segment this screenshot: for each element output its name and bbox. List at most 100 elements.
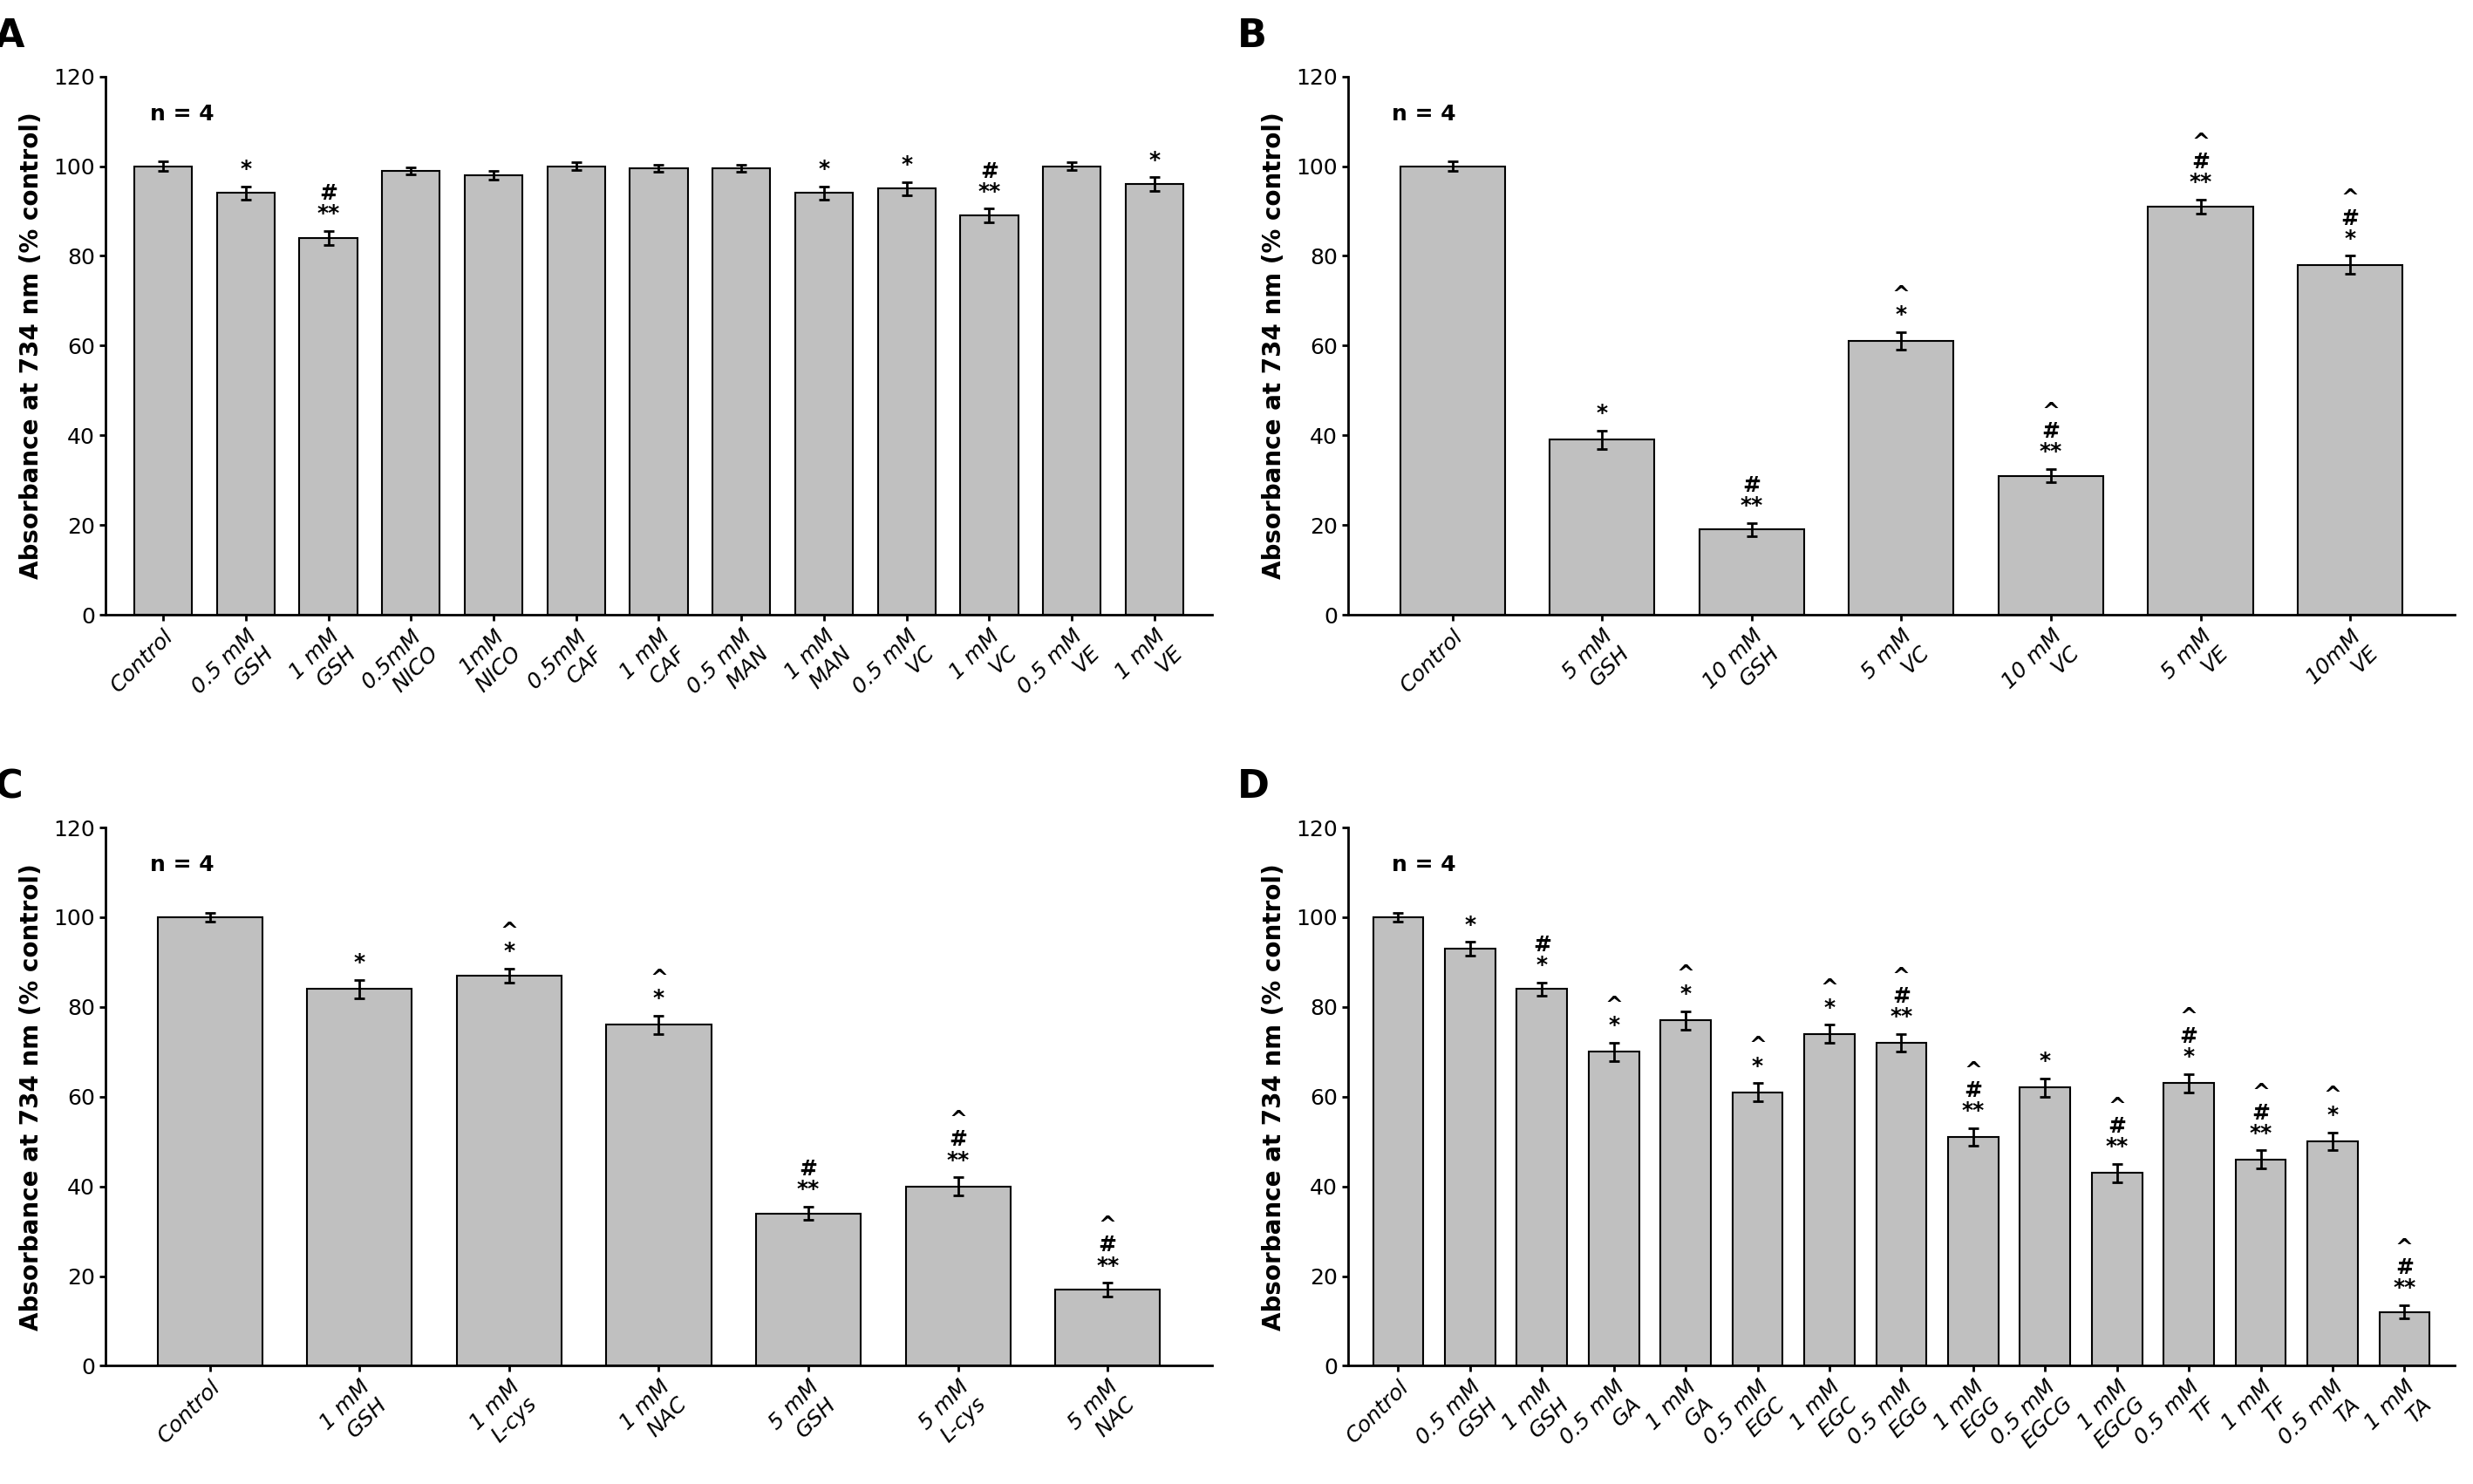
Bar bbox=[1877, 1043, 1926, 1365]
Bar bbox=[1805, 1034, 1855, 1365]
Text: #: # bbox=[2191, 151, 2211, 172]
Text: #: # bbox=[2396, 1257, 2414, 1278]
Bar bbox=[2164, 1083, 2213, 1365]
Text: #: # bbox=[1964, 1080, 1983, 1101]
Text: #: # bbox=[319, 184, 336, 205]
Text: **: ** bbox=[1961, 1101, 1986, 1122]
Text: B: B bbox=[1236, 18, 1266, 55]
Bar bbox=[1400, 166, 1506, 614]
Bar bbox=[1551, 439, 1654, 614]
Bar bbox=[299, 237, 356, 614]
Bar bbox=[218, 193, 275, 614]
Bar bbox=[960, 215, 1019, 614]
Text: **: ** bbox=[2394, 1278, 2416, 1298]
Bar bbox=[1949, 1137, 1998, 1365]
Bar bbox=[307, 988, 413, 1365]
Bar bbox=[905, 1186, 1011, 1365]
Text: #: # bbox=[1892, 985, 1912, 1008]
Bar bbox=[631, 168, 687, 614]
Y-axis label: Absorbance at 734 nm (% control): Absorbance at 734 nm (% control) bbox=[20, 111, 45, 579]
Text: *: * bbox=[2040, 1051, 2050, 1071]
Text: C: C bbox=[0, 769, 22, 806]
Text: *: * bbox=[1679, 984, 1692, 1005]
Text: #: # bbox=[979, 160, 999, 183]
Text: **: ** bbox=[2040, 441, 2062, 462]
Text: A: A bbox=[0, 18, 25, 55]
Bar bbox=[1588, 1052, 1640, 1365]
Text: #: # bbox=[1098, 1235, 1118, 1255]
Text: ^: ^ bbox=[1892, 966, 1912, 987]
Bar bbox=[1734, 1092, 1783, 1365]
Text: n = 4: n = 4 bbox=[1392, 104, 1457, 125]
Bar bbox=[1056, 1290, 1160, 1365]
Text: #: # bbox=[2342, 208, 2359, 229]
Bar bbox=[2307, 1141, 2357, 1365]
Text: **: ** bbox=[2105, 1137, 2129, 1158]
Bar bbox=[1998, 476, 2105, 614]
Bar bbox=[381, 171, 440, 614]
Bar bbox=[757, 1214, 861, 1365]
Text: #: # bbox=[2107, 1116, 2127, 1137]
Text: *: * bbox=[1598, 404, 1607, 424]
Y-axis label: Absorbance at 734 nm (% control): Absorbance at 734 nm (% control) bbox=[1261, 111, 1286, 579]
Bar bbox=[1699, 530, 1805, 614]
Text: **: ** bbox=[1889, 1006, 1912, 1027]
Text: **: ** bbox=[977, 181, 1002, 202]
Text: ^: ^ bbox=[2396, 1238, 2414, 1258]
Text: **: ** bbox=[1096, 1255, 1118, 1276]
Text: #: # bbox=[799, 1159, 819, 1180]
Bar bbox=[547, 166, 606, 614]
Text: *: * bbox=[900, 154, 913, 175]
Bar bbox=[458, 975, 561, 1365]
Text: **: ** bbox=[2189, 172, 2211, 193]
Text: ^: ^ bbox=[1605, 994, 1622, 1017]
Bar bbox=[134, 166, 193, 614]
Text: *: * bbox=[240, 159, 252, 180]
Text: ^: ^ bbox=[2191, 132, 2211, 153]
Bar bbox=[1125, 184, 1185, 614]
Text: #: # bbox=[2250, 1103, 2270, 1123]
Text: *: * bbox=[504, 941, 514, 962]
Text: **: ** bbox=[2250, 1123, 2273, 1144]
Text: **: ** bbox=[317, 203, 339, 224]
Bar bbox=[1373, 917, 1424, 1365]
Text: ^: ^ bbox=[1098, 1215, 1118, 1236]
Text: ^: ^ bbox=[500, 922, 519, 942]
Text: *: * bbox=[1823, 997, 1835, 1018]
Text: *: * bbox=[354, 953, 366, 974]
Text: ^: ^ bbox=[1892, 285, 1912, 306]
Text: *: * bbox=[1464, 914, 1476, 935]
Text: *: * bbox=[2344, 229, 2357, 249]
Bar bbox=[2297, 264, 2401, 614]
Text: ^: ^ bbox=[2342, 188, 2359, 209]
Text: ^: ^ bbox=[1820, 976, 1837, 997]
Bar bbox=[1444, 948, 1496, 1365]
Bar bbox=[2092, 1172, 2142, 1365]
Text: *: * bbox=[2184, 1046, 2194, 1067]
Bar bbox=[606, 1025, 712, 1365]
Bar bbox=[1516, 988, 1568, 1365]
Text: *: * bbox=[2327, 1106, 2339, 1126]
Bar bbox=[1044, 166, 1100, 614]
Text: *: * bbox=[1897, 304, 1907, 325]
Text: **: ** bbox=[1741, 496, 1763, 516]
Bar bbox=[2149, 206, 2253, 614]
Text: ^: ^ bbox=[2250, 1082, 2270, 1104]
Text: #: # bbox=[2179, 1027, 2198, 1048]
Y-axis label: Absorbance at 734 nm (% control): Absorbance at 734 nm (% control) bbox=[1261, 864, 1286, 1330]
Text: n = 4: n = 4 bbox=[148, 104, 213, 125]
Text: *: * bbox=[1150, 150, 1160, 171]
Text: n = 4: n = 4 bbox=[1392, 855, 1457, 876]
Text: **: ** bbox=[947, 1150, 969, 1171]
Bar bbox=[2020, 1088, 2070, 1365]
Text: ^: ^ bbox=[1677, 963, 1694, 984]
Bar bbox=[1850, 341, 1954, 614]
Text: ^: ^ bbox=[650, 968, 668, 988]
Bar bbox=[158, 917, 262, 1365]
Bar bbox=[465, 175, 522, 614]
Text: ^: ^ bbox=[2043, 401, 2060, 421]
Text: *: * bbox=[1536, 954, 1548, 975]
Text: *: * bbox=[1751, 1055, 1763, 1076]
Bar bbox=[2236, 1159, 2285, 1365]
Bar bbox=[1659, 1021, 1711, 1365]
